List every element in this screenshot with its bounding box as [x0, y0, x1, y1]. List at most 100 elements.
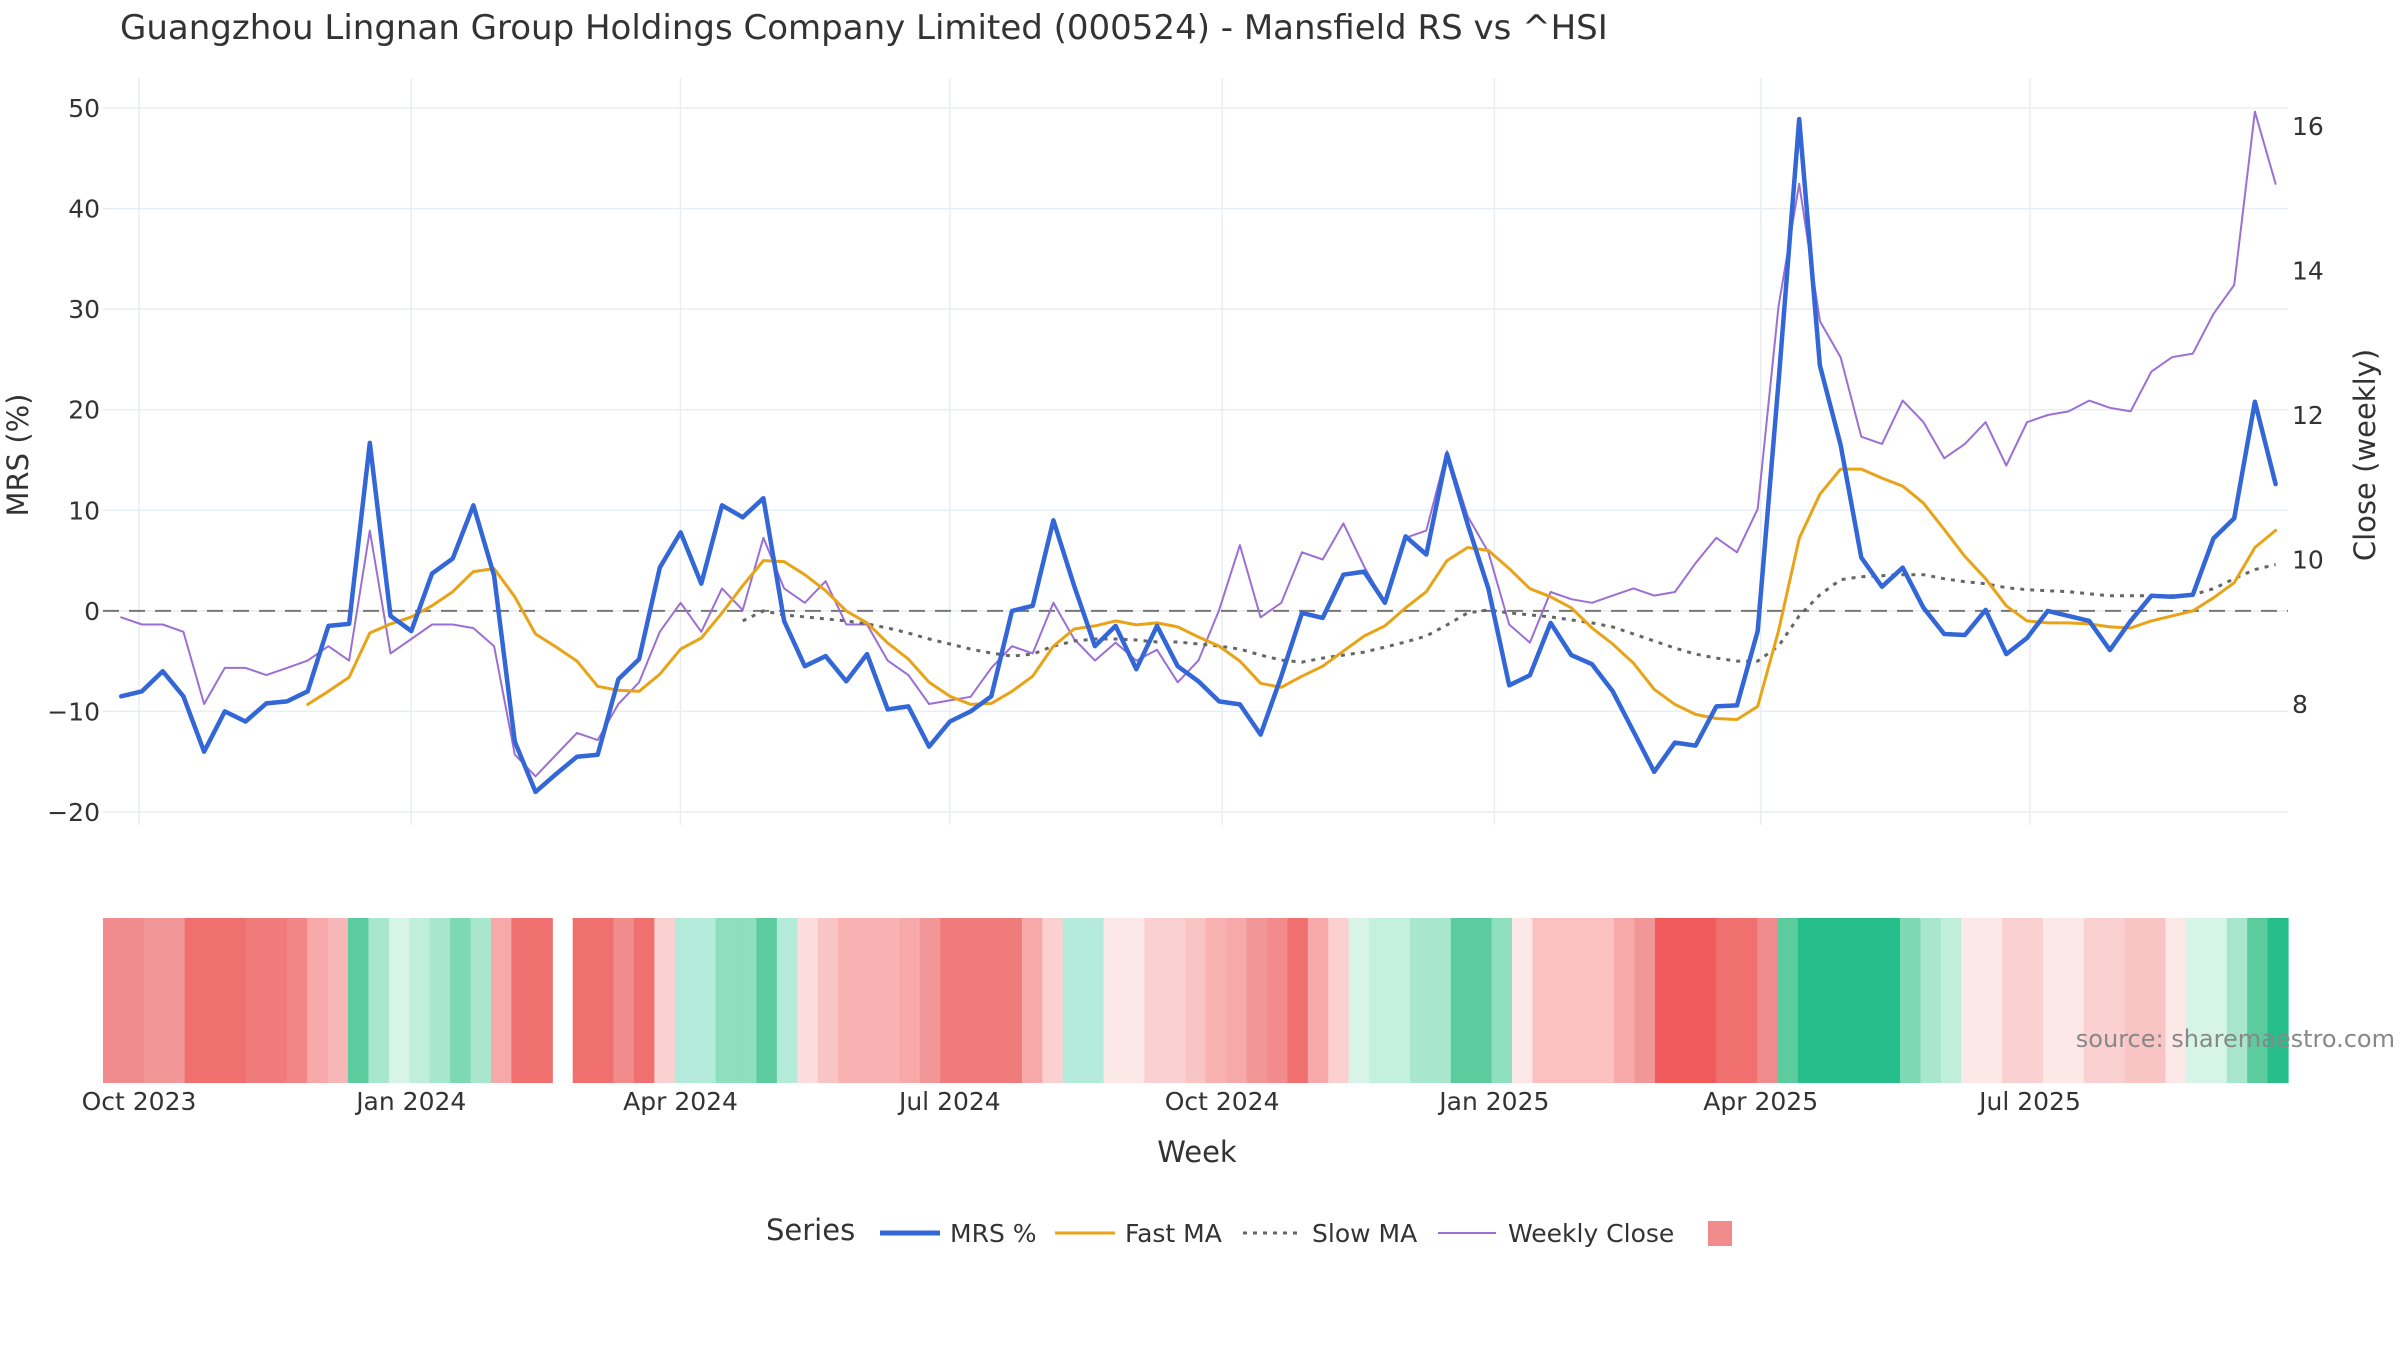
- heatmap-cell: [899, 918, 921, 1083]
- heatmap-cell: [450, 918, 472, 1083]
- x-tick-label: Jan 2025: [1437, 1087, 1549, 1116]
- heatmap-cell: [205, 918, 227, 1083]
- heatmap-cell: [838, 918, 860, 1083]
- heatmap-cell: [1654, 918, 1676, 1083]
- heatmap-cell: [164, 918, 186, 1083]
- heatmap-cell: [2022, 918, 2044, 1083]
- heatmap-cell: [470, 918, 492, 1083]
- heatmap-cell: [593, 918, 615, 1083]
- legend-label-fast-ma[interactable]: Fast MA: [1125, 1219, 1222, 1248]
- heatmap-cell: [2042, 918, 2064, 1083]
- legend-label-mrs[interactable]: MRS %: [950, 1219, 1037, 1248]
- heatmap-cell: [1757, 918, 1779, 1083]
- heatmap-cell: [348, 918, 370, 1083]
- heatmap-cell: [1491, 918, 1513, 1083]
- heatmap-cell: [307, 918, 329, 1083]
- heatmap-cell: [429, 918, 451, 1083]
- heatmap-cell: [2185, 918, 2207, 1083]
- heatmap-cell: [960, 918, 982, 1083]
- heatmap-cell: [797, 918, 819, 1083]
- chart-title: Guangzhou Lingnan Group Holdings Company…: [120, 8, 1608, 48]
- heatmap-cell: [1185, 918, 1207, 1083]
- heatmap-cell: [1736, 918, 1758, 1083]
- heatmap-cell: [1226, 918, 1248, 1083]
- y-left-tick-label: 10: [68, 496, 100, 525]
- x-tick-label: Jul 2024: [897, 1087, 1001, 1116]
- y-left-tick-label: 0: [84, 597, 100, 626]
- heatmap-cell: [1920, 918, 1942, 1083]
- heatmap-cell: [245, 918, 267, 1083]
- heatmap-cell: [981, 918, 1003, 1083]
- legend-label-slow-ma[interactable]: Slow MA: [1312, 1219, 1417, 1248]
- x-tick-label: Jan 2024: [354, 1087, 466, 1116]
- heatmap-cell: [776, 918, 798, 1083]
- heatmap-cell: [1532, 918, 1554, 1083]
- legend: Series MRS % Fast MA Slow MA Weekly Clos…: [766, 1213, 1732, 1248]
- heatmap-cell: [1287, 918, 1309, 1083]
- heatmap-cell: [1838, 918, 1860, 1083]
- watermark: source: sharemaestro.com: [2076, 1025, 2395, 1053]
- series-line-slow-ma: [742, 563, 2276, 664]
- heatmap-cell: [736, 918, 758, 1083]
- y-left-tick-label: 50: [68, 94, 100, 123]
- x-tick-label: Oct 2024: [1165, 1087, 1280, 1116]
- heatmap-cell: [2063, 918, 2085, 1083]
- heatmap-cell: [1164, 918, 1186, 1083]
- y-axis-right-title: Close (weekly): [2348, 349, 2382, 561]
- heatmap-cell: [878, 918, 900, 1083]
- heatmap-cell: [1369, 918, 1391, 1083]
- heatmap-cell: [1614, 918, 1636, 1083]
- y-right-tick-label: 10: [2292, 546, 2324, 575]
- heatmap-cell: [1900, 918, 1922, 1083]
- axis-ticks: 50 40 30 20 10 0 −10 −20 16 14 12 10 8 Oct 2023 Jan 20…: [47, 94, 2324, 1116]
- heatmap-cell: [2226, 918, 2248, 1083]
- heatmap-cell: [1144, 918, 1166, 1083]
- heatmap-cell: [1021, 918, 1043, 1083]
- series-line-weekly-close: [120, 110, 2277, 778]
- heatmap-cell: [1042, 918, 1064, 1083]
- legend-swatch-heatmap[interactable]: [1708, 1221, 1732, 1246]
- y-left-tick-label: 20: [68, 396, 100, 425]
- y-left-tick-label: 40: [68, 195, 100, 224]
- heatmap-cell: [1797, 918, 1819, 1083]
- heatmap-cell: [511, 918, 533, 1083]
- heatmap-cell: [1328, 918, 1350, 1083]
- heatmap-cell: [1879, 918, 1901, 1083]
- heatmap-cell: [756, 918, 778, 1083]
- y-right-tick-label: 12: [2292, 401, 2324, 430]
- legend-label-weekly-close[interactable]: Weekly Close: [1508, 1219, 1674, 1248]
- heatmap-cell: [1940, 918, 1962, 1083]
- heatmap-cell: [368, 918, 390, 1083]
- x-tick-label: Oct 2023: [82, 1087, 197, 1116]
- heatmap-cell: [654, 918, 676, 1083]
- heatmap-cell: [1981, 918, 2003, 1083]
- heatmap-cell: [327, 918, 349, 1083]
- heatmap-cell: [2083, 918, 2105, 1083]
- heatmap-cell: [1450, 918, 1472, 1083]
- y-left-tick-label: −10: [47, 697, 100, 726]
- heatmap-cell: [1083, 918, 1105, 1083]
- series-group: [118, 110, 2278, 795]
- heatmap-cell: [266, 918, 288, 1083]
- regime-heatmap: [103, 918, 2289, 1083]
- heatmap-cell: [1409, 918, 1431, 1083]
- heatmap-cell: [572, 918, 594, 1083]
- x-axis-title: Week: [1157, 1135, 1237, 1169]
- heatmap-cell: [2124, 918, 2146, 1083]
- heatmap-cell: [1818, 918, 1840, 1083]
- x-tick-label: Apr 2025: [1703, 1087, 1818, 1116]
- heatmap-cell: [1389, 918, 1411, 1083]
- heatmap-cell: [1675, 918, 1697, 1083]
- heatmap-cell: [858, 918, 880, 1083]
- heatmap-cell: [490, 918, 513, 1083]
- heatmap-cell: [1205, 918, 1227, 1083]
- heatmap-cell: [715, 918, 737, 1083]
- heatmap-cell: [2104, 918, 2126, 1083]
- y-right-tick-label: 8: [2292, 690, 2308, 719]
- heatmap-cell: [1695, 918, 1717, 1083]
- x-tick-label: Apr 2024: [623, 1087, 738, 1116]
- heatmap-cell: [1512, 918, 1534, 1083]
- y-left-tick-label: 30: [68, 295, 100, 324]
- grid: [103, 78, 2288, 825]
